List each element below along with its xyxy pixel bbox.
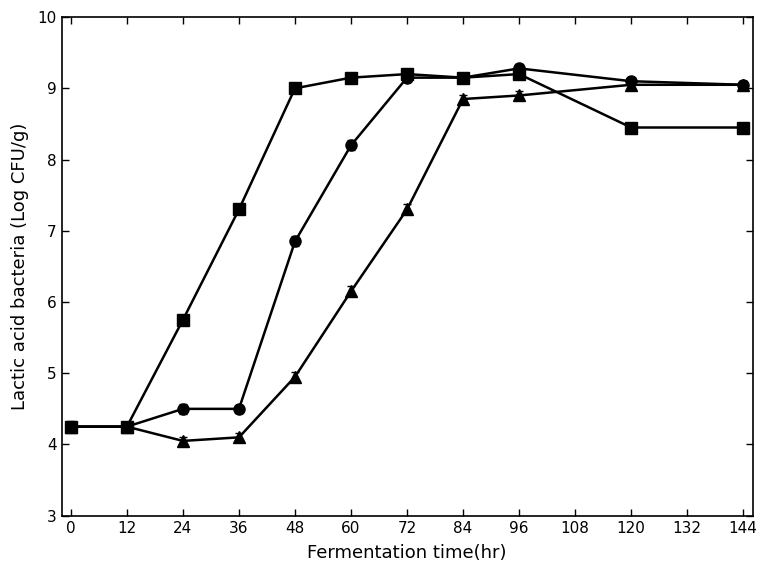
X-axis label: Fermentation time(hr): Fermentation time(hr) (307, 544, 507, 562)
Y-axis label: Lactic acid bacteria (Log CFU/g): Lactic acid bacteria (Log CFU/g) (11, 123, 29, 410)
